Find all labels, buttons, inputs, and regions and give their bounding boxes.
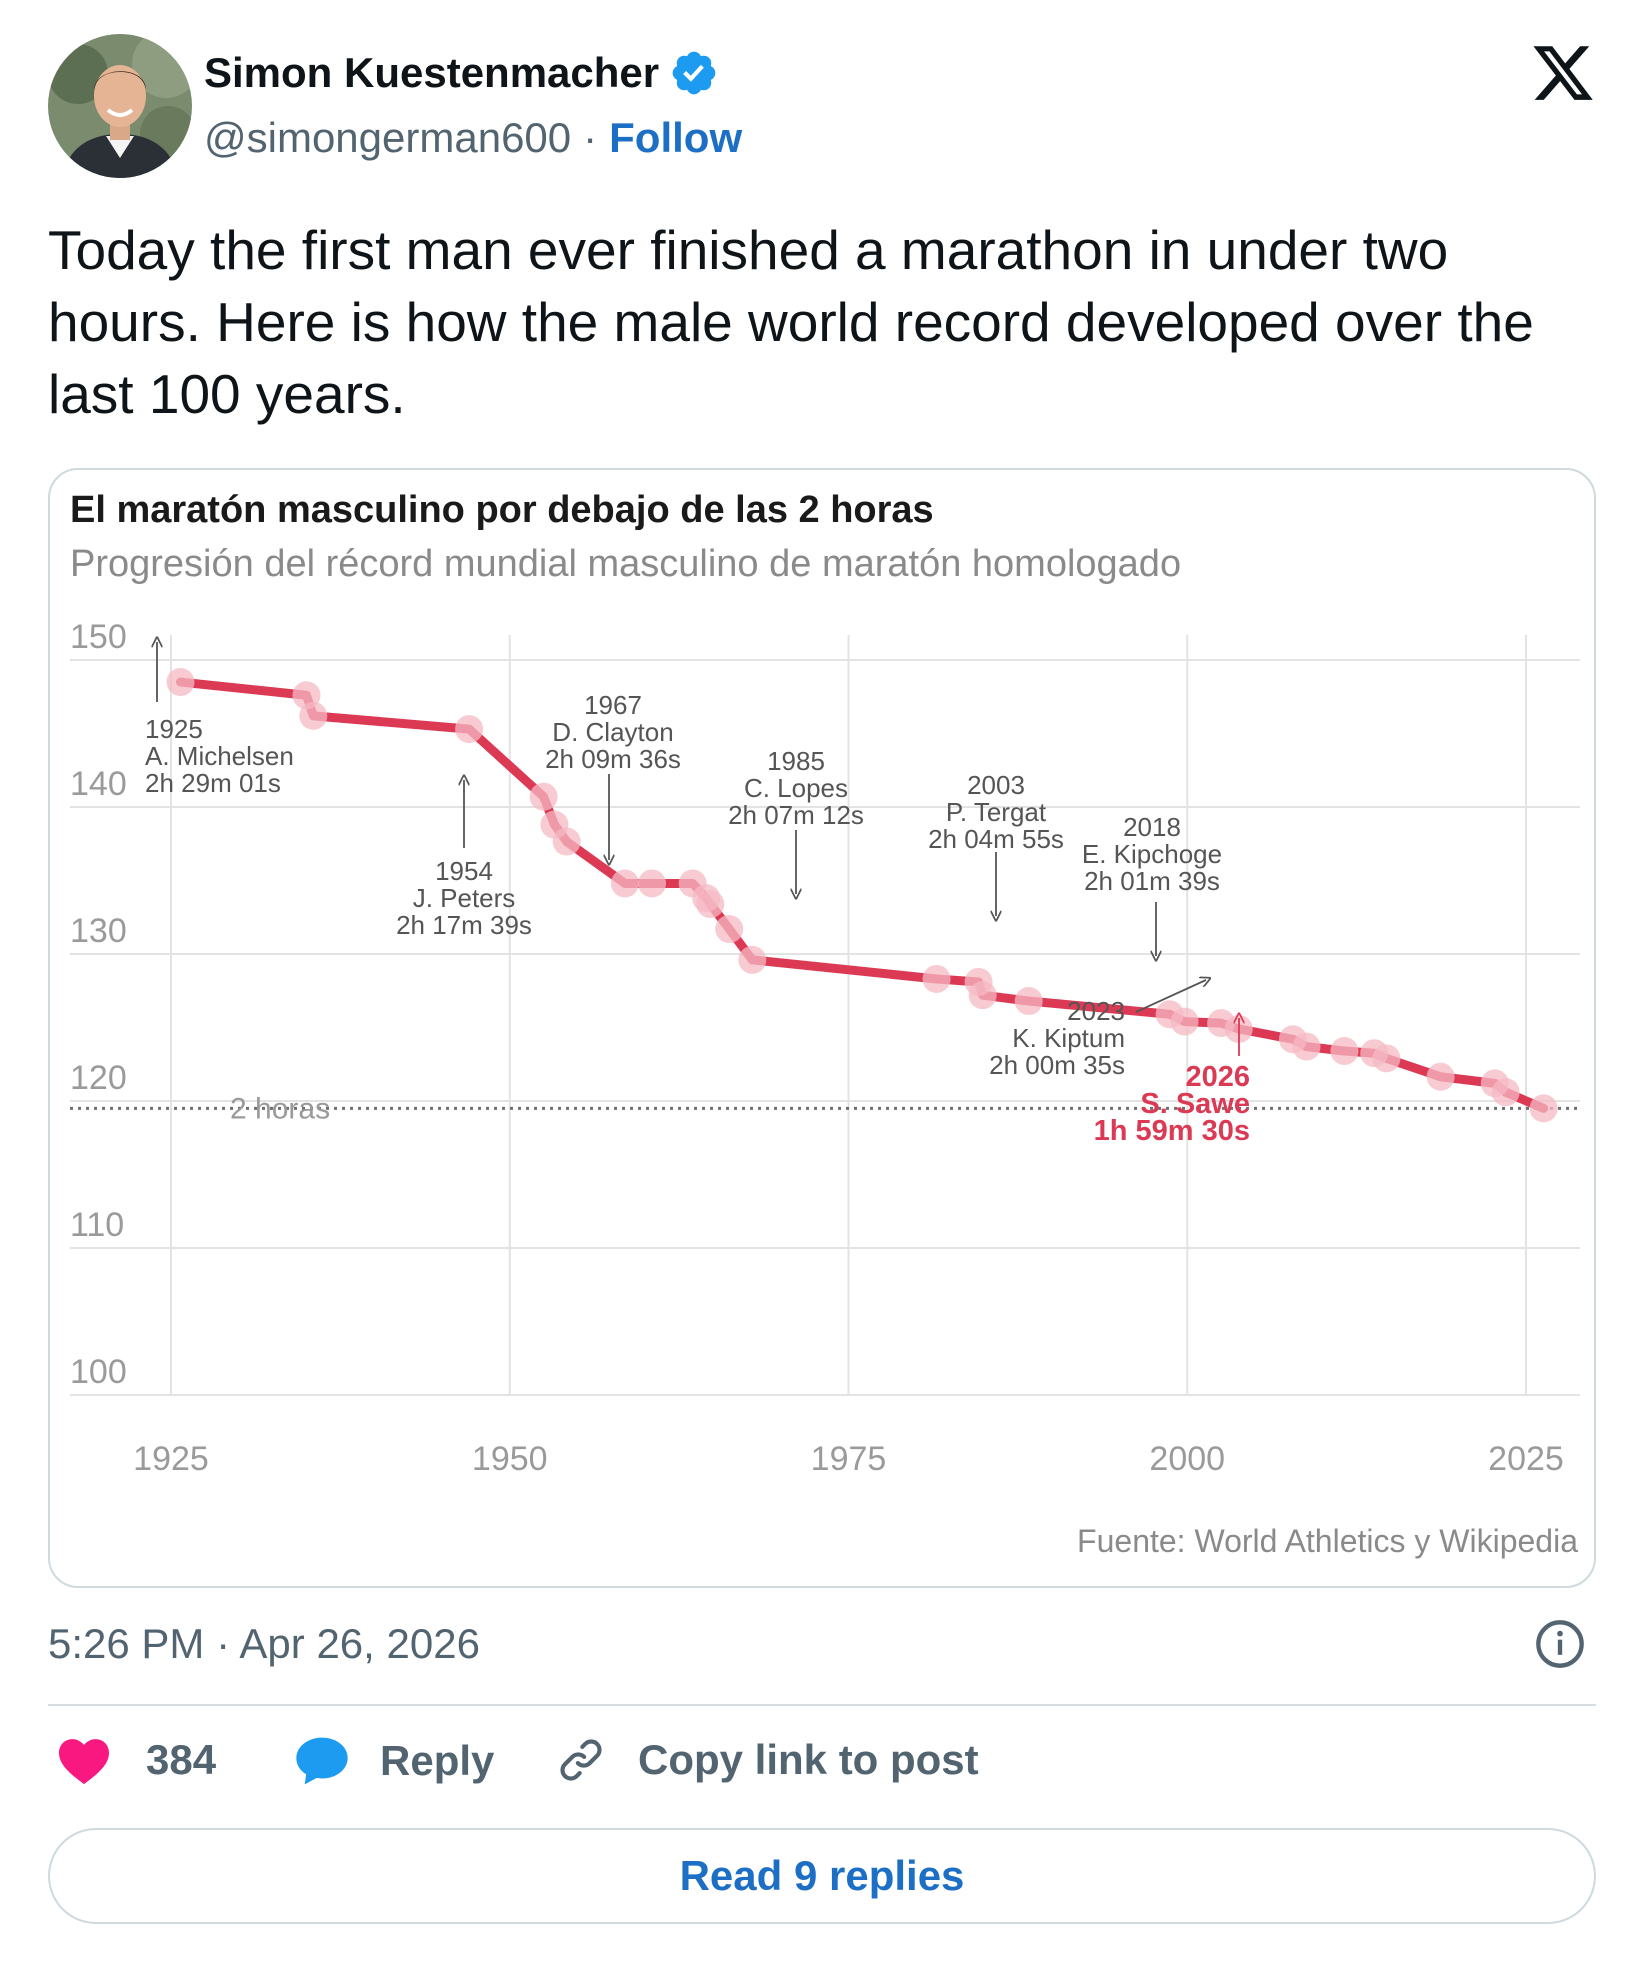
tweet-timestamp[interactable]: 5:26 PM · Apr 26, 2026	[48, 1620, 480, 1667]
reply-label: Reply	[380, 1737, 495, 1784]
copy-link-label: Copy link to post	[638, 1736, 979, 1783]
y-tick-label: 150	[70, 618, 127, 656]
annotation-time: 2h 09m 36s	[545, 744, 681, 774]
annotation-athlete: C. Lopes	[744, 773, 848, 803]
heart-icon	[59, 1739, 109, 1785]
y-tick-label: 120	[70, 1059, 127, 1097]
tweet-text: Today the first man ever finished a mara…	[48, 219, 1534, 425]
annotation-athlete: A. Michelsen	[145, 741, 294, 771]
chart-image-card[interactable]: El maratón masculino por debajo de las 2…	[48, 468, 1596, 1588]
annotation-athlete: K. Kiptum	[1012, 1023, 1125, 1053]
annotation-year: 1967	[584, 690, 642, 720]
annotation-athlete: S. Sawe	[1140, 1088, 1250, 1120]
x-tick-label: 2025	[1488, 1440, 1564, 1478]
annotation-arrow	[1135, 980, 1206, 1013]
record-point	[922, 964, 951, 993]
annotation-year: 2003	[967, 770, 1025, 800]
link-icon	[560, 1739, 602, 1781]
record-point	[1292, 1032, 1321, 1061]
y-tick-label: 100	[70, 1353, 127, 1391]
annotation-athlete: J. Peters	[413, 883, 516, 913]
reference-line-label: 2 horas	[230, 1092, 330, 1125]
annotation-time: 2h 00m 35s	[989, 1050, 1125, 1080]
record-point	[1170, 1007, 1199, 1036]
record-point	[455, 715, 484, 744]
annotation-athlete: D. Clayton	[552, 717, 673, 747]
x-tick-label: 1925	[133, 1440, 209, 1478]
annotation-year: 2018	[1123, 812, 1181, 842]
tweet-header: Simon Kuestenmacher @simongerman600 · Fo…	[48, 34, 1596, 184]
x-tick-label: 2000	[1149, 1440, 1225, 1478]
y-tick-label: 130	[70, 912, 127, 950]
like-count: 384	[146, 1736, 217, 1783]
world-record-chart: El maratón masculino por debajo de las 2…	[70, 489, 1580, 1559]
x-logo-icon[interactable]	[1530, 40, 1596, 106]
annotation-time: 2h 17m 39s	[396, 910, 532, 940]
record-point	[552, 827, 581, 856]
annotation-time: 1h 59m 30s	[1094, 1115, 1250, 1147]
x-tick-label: 1975	[811, 1440, 887, 1478]
y-tick-label: 140	[70, 765, 127, 803]
author-name-row: Simon Kuestenmacher	[204, 48, 719, 98]
annotation-year: 1985	[767, 746, 825, 776]
annotation-time: 2h 04m 55s	[928, 824, 1064, 854]
annotation-year: 1925	[145, 714, 203, 744]
avatar-photo	[48, 34, 192, 178]
author-name[interactable]: Simon Kuestenmacher	[204, 49, 660, 96]
record-point	[610, 869, 639, 898]
record-point	[696, 890, 725, 919]
y-tick-label: 110	[70, 1206, 124, 1244]
chart-title: El maratón masculino por debajo de las 2…	[70, 489, 934, 531]
annotation-time: 2h 01m 39s	[1084, 866, 1220, 896]
record-point	[1529, 1094, 1558, 1123]
record-point	[738, 945, 767, 974]
annotation-athlete: P. Tergat	[946, 797, 1047, 827]
record-point	[529, 782, 558, 811]
record-point	[715, 915, 744, 944]
verified-badge-icon	[672, 51, 716, 95]
divider	[48, 1704, 1596, 1706]
handle-separator: ·	[583, 114, 598, 161]
record-point	[166, 668, 195, 697]
record-point	[1014, 987, 1043, 1016]
annotation-year: 2026	[1185, 1061, 1250, 1093]
author-handle-row: @simongerman600 · Follow	[204, 114, 742, 162]
record-point	[638, 869, 667, 898]
author-handle[interactable]: @simongerman600	[204, 114, 572, 161]
info-icon[interactable]	[1534, 1618, 1586, 1670]
record-point	[1491, 1078, 1520, 1107]
record-point	[299, 701, 328, 730]
annotation-year: 1954	[435, 856, 493, 886]
copy-link-button[interactable]: Copy link to post	[556, 1735, 979, 1785]
like-button[interactable]: 384	[56, 1735, 216, 1785]
read-replies-button[interactable]: Read 9 replies	[48, 1828, 1596, 1924]
x-tick-label: 1950	[472, 1440, 548, 1478]
annotation-time: 2h 07m 12s	[728, 800, 864, 830]
annotation-year: 2023	[1067, 996, 1125, 1026]
chart-subtitle: Progresión del récord mundial masculino …	[70, 543, 1181, 585]
reply-button[interactable]: Reply	[294, 1735, 494, 1787]
record-point	[1372, 1044, 1401, 1073]
annotation-athlete: E. Kipchoge	[1082, 839, 1222, 869]
follow-button[interactable]: Follow	[609, 114, 743, 161]
annotation-time: 2h 29m 01s	[145, 768, 281, 798]
tweet-actions: 384 Reply Copy link to post	[56, 1735, 1596, 1795]
avatar[interactable]	[48, 34, 192, 178]
record-point	[1330, 1037, 1359, 1066]
speech-bubble-icon	[296, 1737, 348, 1785]
record-point	[968, 981, 997, 1010]
chart-source: Fuente: World Athletics y Wikipedia	[1077, 1523, 1578, 1559]
record-point	[1426, 1062, 1455, 1091]
